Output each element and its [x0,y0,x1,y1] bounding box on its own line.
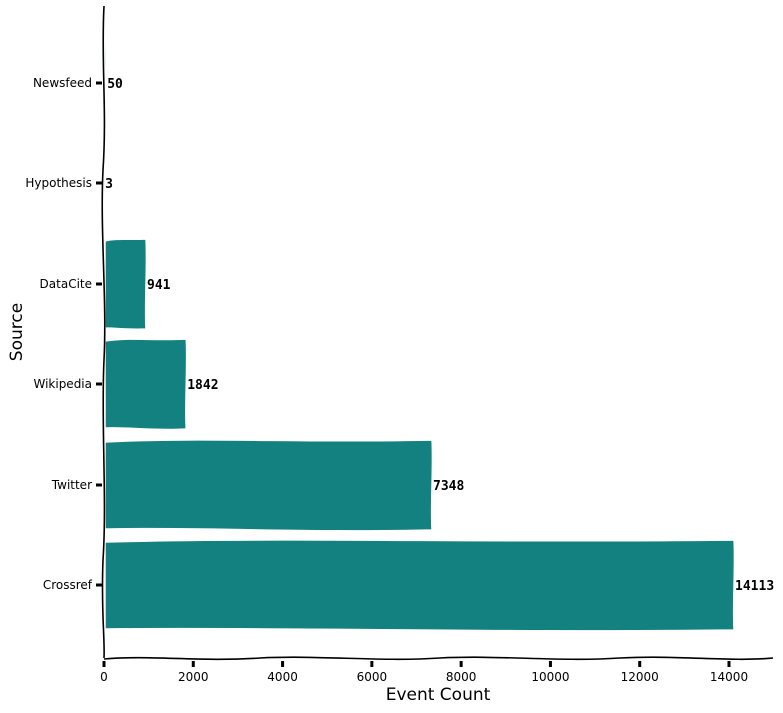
y-axis-spine [101,5,106,659]
bar-value-labels: 14113 7348 1842 941 3 50 [105,77,774,594]
y-tick-label: Twitter [51,478,92,492]
bar-value-label: 1842 [187,378,218,393]
y-axis-title: Source [7,303,27,361]
x-axis-ticks: 0 2000 4000 6000 8000 10000 12000 14000 [100,661,748,684]
x-tick-label: 10000 [531,670,569,684]
bar-value-label: 14113 [735,579,774,594]
x-tick-label: 14000 [710,670,748,684]
y-tick-label: Hypothesis [25,176,92,190]
x-tick-label: 2000 [178,670,209,684]
x-axis-spine [103,656,774,661]
bar-datacite [104,238,148,331]
x-tick-label: 8000 [446,670,477,684]
y-tick-label: Crossref [43,578,93,592]
y-tick-label: Newsfeed [33,76,92,90]
bar-crossref [104,539,736,632]
bar-value-label: 50 [107,77,123,92]
x-axis-title: Event Count [386,685,491,705]
x-tick-label: 0 [100,670,108,684]
y-axis-ticks: Crossref Twitter Wikipedia DataCite Hypothes… [25,76,102,592]
x-tick-label: 4000 [267,670,298,684]
bar-twitter [104,439,434,532]
x-tick-label: 12000 [621,670,659,684]
bar-value-label: 941 [147,278,171,293]
bars-group [104,37,736,632]
bar-value-label: 3 [105,177,113,192]
bar-newsfeed [104,37,108,129]
bar-value-label: 7348 [433,479,464,494]
bar-wikipedia [104,338,188,431]
x-tick-label: 6000 [357,670,388,684]
y-tick-label: DataCite [40,277,92,291]
y-tick-label: Wikipedia [33,377,92,391]
